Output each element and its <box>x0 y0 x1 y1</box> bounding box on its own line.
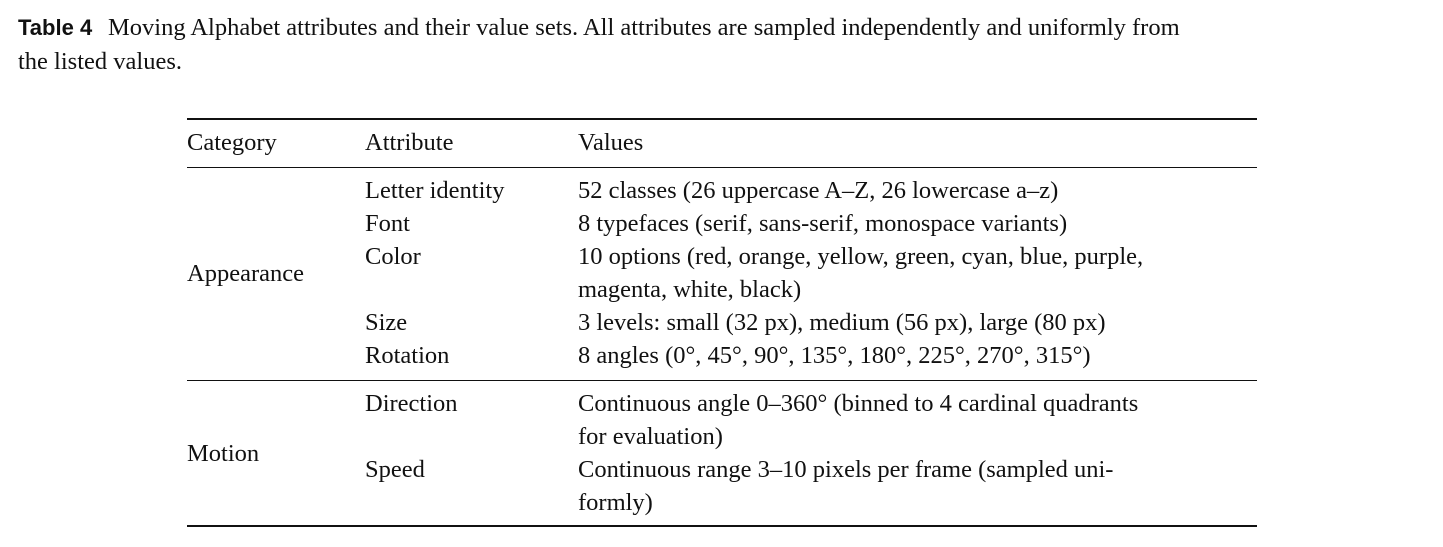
value-cell: formly) <box>578 489 653 516</box>
header-rule <box>187 167 1257 168</box>
category-cell: Motion <box>187 440 260 467</box>
value-cell: 8 typefaces (serif, sans-serif, monospac… <box>578 210 1068 237</box>
header-cell: Category <box>187 129 277 156</box>
category-cell: Appearance <box>187 260 304 287</box>
attribute-cell: Letter identity <box>365 177 505 204</box>
caption-label: Table 4 <box>18 15 93 40</box>
attribute-cell: Color <box>365 243 421 270</box>
caption-text: Moving Alphabet attributes and their val… <box>108 14 1180 41</box>
bottom-rule <box>187 525 1257 527</box>
value-cell: Continuous range 3–10 pixels per frame (… <box>578 456 1114 483</box>
value-cell: 3 levels: small (32 px), medium (56 px),… <box>578 309 1106 336</box>
header-cell: Values <box>578 129 644 156</box>
value-cell: Continuous angle 0–360° (binned to 4 car… <box>578 390 1139 417</box>
value-cell: magenta, white, black) <box>578 276 802 303</box>
value-cell: for evaluation) <box>578 423 723 450</box>
top-rule <box>187 118 1257 120</box>
caption-text: the listed values. <box>18 48 182 75</box>
value-cell: 10 options (red, orange, yellow, green, … <box>578 243 1144 270</box>
attribute-cell: Speed <box>365 456 425 483</box>
attribute-cell: Rotation <box>365 342 450 369</box>
attribute-cell: Size <box>365 309 408 336</box>
value-cell: 8 angles (0°, 45°, 90°, 135°, 180°, 225°… <box>578 342 1091 369</box>
header-cell: Attribute <box>365 129 454 156</box>
value-cell: 52 classes (26 uppercase A–Z, 26 lowerca… <box>578 177 1059 204</box>
attribute-cell: Font <box>365 210 410 237</box>
attribute-cell: Direction <box>365 390 458 417</box>
group-rule <box>187 380 1257 381</box>
